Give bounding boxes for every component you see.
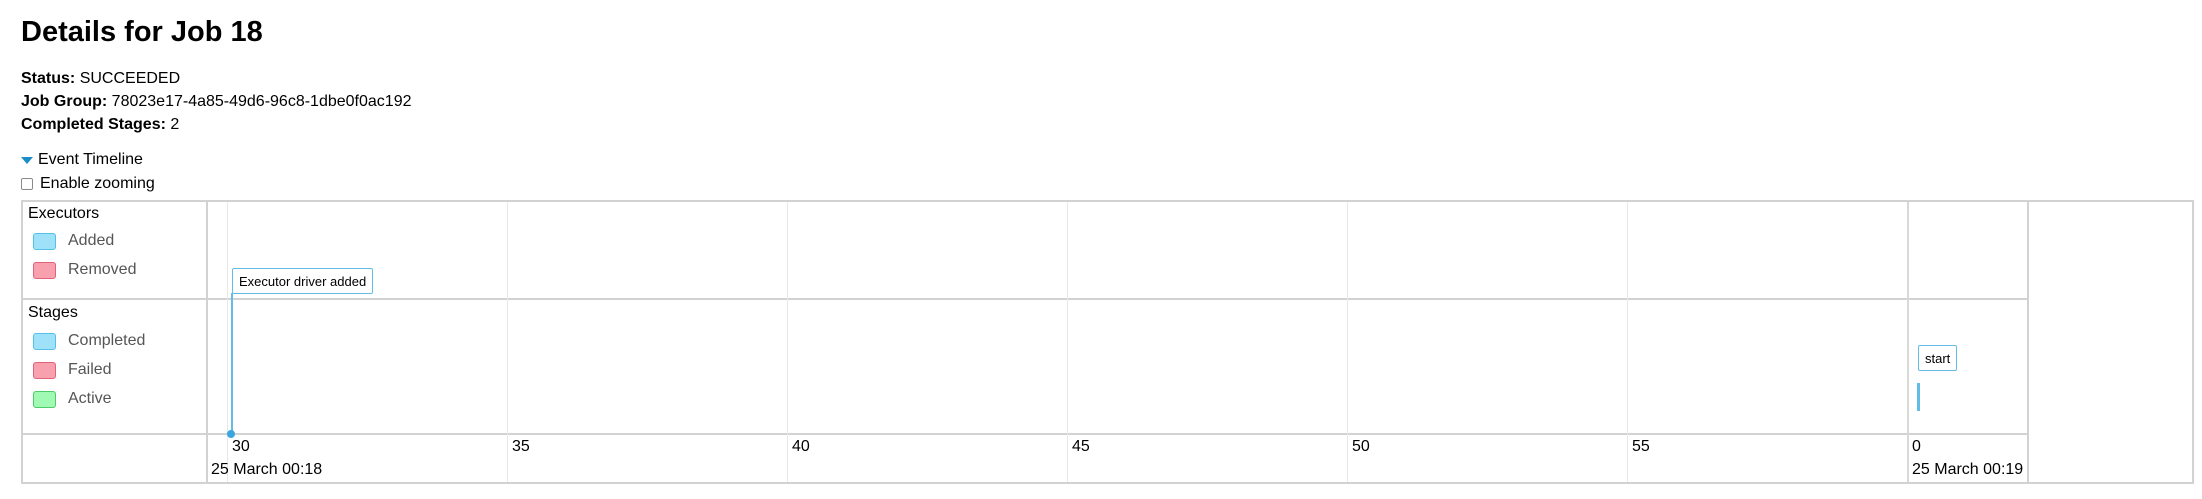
legend-swatch-failed xyxy=(33,361,56,379)
legend-item-completed: Completed xyxy=(33,332,145,350)
executor-added-event[interactable]: Executor driver added xyxy=(232,268,374,294)
legend-label-added: Added xyxy=(68,232,115,249)
page-title: Details for Job 18 xyxy=(21,16,263,48)
axis-major-label: 25 March 00:19 xyxy=(1912,461,2024,478)
legend-label-removed: Removed xyxy=(68,261,137,278)
legend-item-active: Active xyxy=(33,390,112,408)
legend-item-added: Added xyxy=(33,232,114,250)
job-group-row: Job Group: 78023e17-4a85-49d6-96c8-1dbe0… xyxy=(21,91,411,113)
enable-zooming-label: Enable zooming xyxy=(40,175,155,192)
grid-line-major xyxy=(1907,202,1909,482)
stages-group-title: Stages xyxy=(28,304,78,321)
axis-tick-label: 30 xyxy=(232,438,250,455)
executor-added-event-dot[interactable] xyxy=(227,430,235,438)
timeline-bottom-border xyxy=(21,482,2194,484)
grid-line xyxy=(507,202,508,482)
job-group-value: 78023e17-4a85-49d6-96c8-1dbe0f0ac192 xyxy=(111,93,412,110)
axis-tick-label: 45 xyxy=(1072,438,1090,455)
grid-line xyxy=(787,202,788,482)
status-row: Status: SUCCEEDED xyxy=(21,68,180,90)
axis-tick-label: 55 xyxy=(1632,438,1650,455)
timeline-right-border xyxy=(2192,200,2194,484)
axis-tick-label: 40 xyxy=(792,438,810,455)
legend-swatch-removed xyxy=(33,261,56,279)
job-group-label: Job Group: xyxy=(21,93,108,110)
executor-added-event-line xyxy=(231,293,233,435)
axis-tick-label: 0 xyxy=(1912,438,1921,455)
legend-item-removed: Removed xyxy=(33,261,136,279)
legend-swatch-completed xyxy=(33,332,56,350)
status-label: Status: xyxy=(21,70,76,87)
timeline-panel-right-border xyxy=(2027,200,2029,484)
completed-stages-value: 2 xyxy=(170,116,180,133)
legend-label-failed: Failed xyxy=(68,361,112,378)
legend-swatch-active xyxy=(33,390,56,408)
enable-zooming-row[interactable]: Enable zooming xyxy=(21,173,155,195)
axis-divider xyxy=(21,433,2029,435)
completed-stages-row: Completed Stages: 2 xyxy=(21,114,179,136)
timeline-left-border xyxy=(21,200,23,484)
axis-major-label: 25 March 00:18 xyxy=(211,461,323,478)
event-timeline-label: Event Timeline xyxy=(38,151,143,168)
executors-group-title: Executors xyxy=(28,205,100,222)
grid-line xyxy=(1347,202,1348,482)
event-timeline-toggle[interactable]: Event Timeline xyxy=(21,149,143,171)
grid-line xyxy=(1067,202,1068,482)
legend-label-completed: Completed xyxy=(68,332,146,349)
legend-item-failed: Failed xyxy=(33,361,112,379)
grid-line xyxy=(227,202,228,482)
status-value: SUCCEEDED xyxy=(79,70,181,87)
stage-event[interactable]: start xyxy=(1918,345,1958,371)
completed-stages-label: Completed Stages: xyxy=(21,116,166,133)
executors-stages-divider xyxy=(21,298,2029,300)
enable-zooming-checkbox[interactable] xyxy=(21,178,33,190)
legend-label-active: Active xyxy=(68,390,112,407)
stage-event-bar[interactable] xyxy=(1917,383,1920,411)
timeline-top-border xyxy=(21,200,2194,202)
labels-panel-border xyxy=(206,200,208,484)
expand-triangle-icon xyxy=(21,157,33,164)
grid-line xyxy=(1627,202,1628,482)
axis-tick-label: 35 xyxy=(512,438,530,455)
legend-swatch-added xyxy=(33,232,56,250)
axis-tick-label: 50 xyxy=(1352,438,1370,455)
